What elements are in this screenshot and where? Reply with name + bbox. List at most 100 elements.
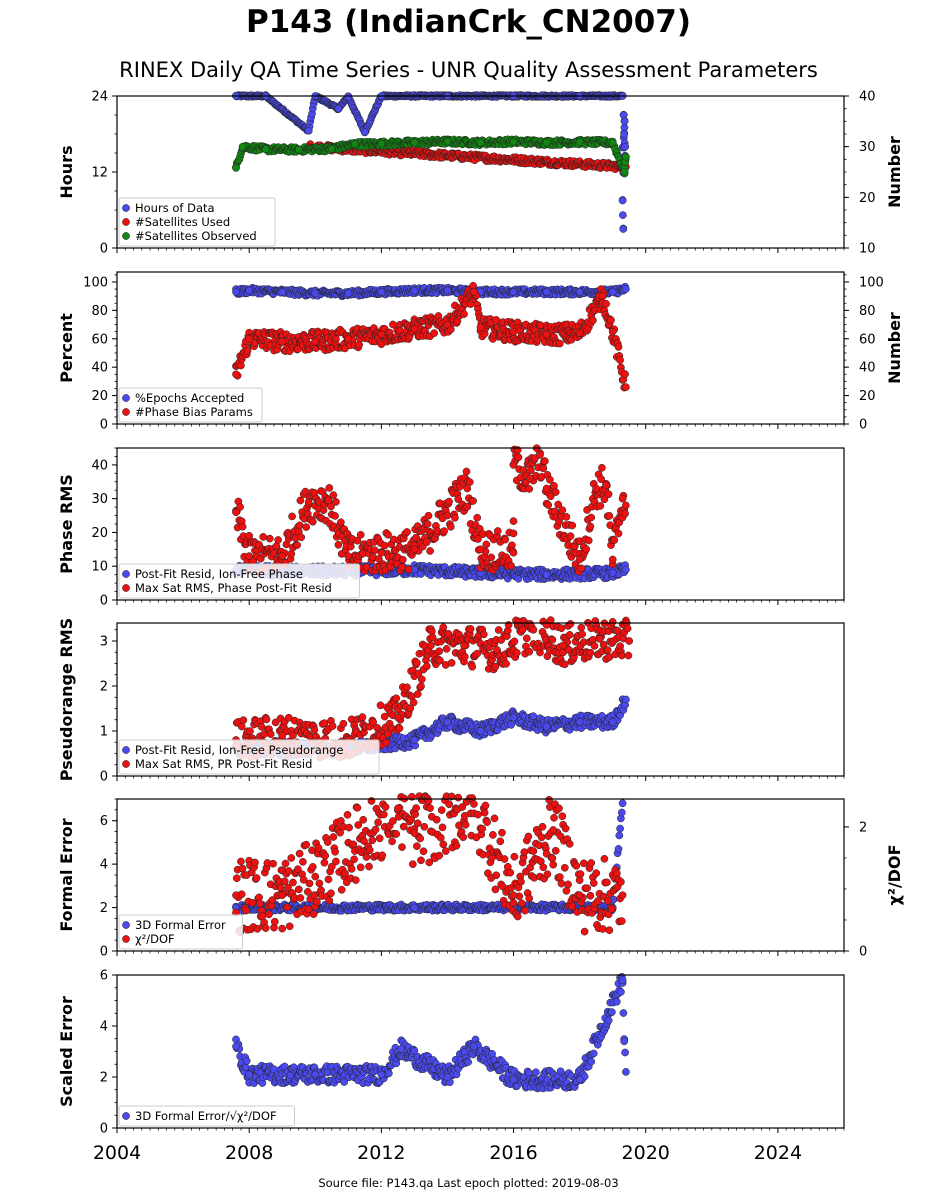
y-tick-label: 0 [100,418,108,433]
data-point [440,527,448,535]
data-point [614,343,623,351]
data-point [403,683,411,692]
data-point [295,521,304,530]
data-point [287,549,296,558]
chart-subtitle: RINEX Daily QA Time Series - UNR Quality… [119,58,818,82]
y2-tick-label: 60 [859,332,876,347]
data-point [584,536,593,545]
data-point [417,675,426,684]
data-point [608,138,617,147]
data-point [614,529,623,538]
data-point [586,648,595,657]
y2-tick-label: 40 [859,361,876,376]
data-point [463,484,472,493]
data-point [377,288,386,296]
data-point [575,555,584,564]
data-point [507,561,515,570]
data-point [245,334,254,343]
data-point [608,718,617,726]
data-point [476,727,485,735]
data-point [616,356,624,364]
y-tick-label: 0 [100,242,108,257]
data-point [404,565,413,574]
data-point [237,722,246,731]
data-point [575,329,584,337]
data-point [377,548,386,557]
data-point [482,540,491,549]
data-point [509,517,518,525]
data-point [356,530,365,539]
data-point [422,538,431,546]
data-point [527,466,535,475]
data-point [510,637,519,646]
data-point [551,488,560,496]
data-point [297,533,306,542]
data-point [304,126,313,135]
data-point [288,512,296,521]
data-point [232,370,240,379]
data-point [443,320,452,329]
data-point [604,490,613,499]
data-point [413,690,422,698]
data-point [501,535,510,544]
data-point [334,104,343,113]
data-point [621,142,630,151]
data-point [327,144,336,153]
data-point [443,137,452,146]
data-point [560,660,569,669]
data-point [529,625,538,634]
data-point [487,553,496,562]
data-point [302,523,311,531]
data-point [395,724,404,733]
data-point [245,286,254,295]
data-point [239,716,248,725]
legend-entry: Max Sat RMS, PR Post-Fit Resid [135,757,312,771]
data-point [344,334,353,343]
y2-tick-label: 20 [859,191,876,206]
data-point [476,323,485,332]
data-point [618,494,627,503]
data-point [494,626,503,634]
panel-percent: 020406080100Percent020406080100Number%Ep… [57,271,904,433]
data-point [246,727,254,735]
data-point [332,335,340,343]
data-point [596,502,605,510]
data-point [598,292,607,300]
y-tick-label: 2 [100,680,108,695]
data-point [512,648,521,657]
data-point [590,642,599,650]
data-point [473,513,482,522]
data-point [620,130,629,138]
y2-tick-label: 80 [859,304,876,319]
data-point [589,316,597,325]
data-point [546,475,554,484]
data-point [334,540,343,549]
y-tick-label: 60 [91,332,108,347]
data-point [422,662,431,671]
data-point [278,337,287,346]
data-point [232,288,240,296]
y-tick-label: 10 [91,560,108,575]
data-point [460,310,468,318]
y-axis-label: Pseudorange RMS [57,618,76,781]
legend-entry: %Epochs Accepted [135,391,244,405]
data-point [509,461,518,469]
data-point [625,637,634,645]
data-point [443,511,452,520]
data-point [278,552,287,560]
data-point [509,529,518,538]
data-point [578,630,586,639]
data-point [555,339,564,348]
data-point [562,513,571,521]
data-point [296,496,305,505]
y2-axis-label: Number [885,312,904,384]
data-point [377,139,386,148]
data-point [598,463,606,472]
legend-marker [122,218,130,226]
y-tick-label: 20 [91,526,108,541]
data-point [622,565,630,574]
y2-tick-label: 30 [859,140,876,155]
data-point [618,196,627,205]
data-point [435,647,444,656]
